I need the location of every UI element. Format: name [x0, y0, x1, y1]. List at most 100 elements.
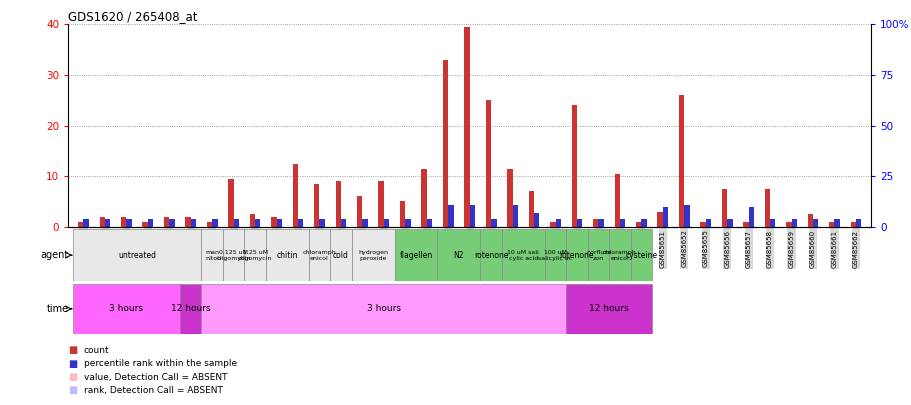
Bar	[635, 222, 640, 227]
Bar	[179, 284, 201, 334]
Text: chloramph
enicol: chloramph enicol	[602, 250, 636, 260]
Bar	[255, 219, 261, 227]
Text: 3 hours: 3 hours	[366, 304, 401, 313]
Text: 3 hours: 3 hours	[109, 304, 143, 313]
Bar	[742, 222, 748, 227]
Bar	[447, 205, 453, 227]
Bar	[127, 219, 131, 227]
Bar	[421, 168, 426, 227]
Bar	[480, 229, 501, 281]
Bar	[356, 196, 362, 227]
Bar	[330, 229, 352, 281]
Bar	[828, 222, 834, 227]
Bar	[99, 217, 105, 227]
Text: percentile rank within the sample: percentile rank within the sample	[84, 359, 237, 368]
Bar	[233, 219, 239, 227]
Bar	[335, 181, 341, 227]
Bar	[105, 219, 110, 227]
Bar	[577, 219, 582, 227]
Bar	[190, 219, 196, 227]
Text: untreated: untreated	[118, 251, 156, 260]
Bar	[640, 219, 646, 227]
Bar	[683, 205, 689, 227]
Bar	[185, 217, 190, 227]
Bar	[73, 284, 179, 334]
Text: norflura
zon: norflura zon	[586, 250, 610, 260]
Bar	[169, 219, 174, 227]
Bar	[528, 192, 534, 227]
Bar	[592, 219, 598, 227]
Bar	[201, 229, 222, 281]
Text: flagellen: flagellen	[399, 251, 432, 260]
Bar	[507, 168, 512, 227]
Bar	[630, 229, 651, 281]
Text: 10 uM sali
cylic acid: 10 uM sali cylic acid	[507, 250, 538, 260]
Bar	[378, 181, 384, 227]
Bar	[700, 222, 705, 227]
Bar	[609, 229, 630, 281]
Bar	[164, 217, 169, 227]
Text: chloramph
enicol: chloramph enicol	[302, 250, 336, 260]
Bar	[341, 219, 346, 227]
Bar	[292, 164, 298, 227]
Bar	[469, 205, 475, 227]
Bar	[812, 219, 817, 227]
Bar	[265, 229, 309, 281]
Bar	[83, 219, 88, 227]
Bar	[678, 95, 683, 227]
Bar	[807, 214, 812, 227]
Bar	[426, 219, 432, 227]
Bar	[657, 211, 662, 227]
Bar	[662, 207, 668, 227]
Bar	[228, 179, 233, 227]
Bar	[250, 214, 255, 227]
Bar	[549, 222, 555, 227]
Bar	[121, 217, 127, 227]
Bar	[78, 222, 83, 227]
Bar	[222, 229, 244, 281]
Bar	[855, 219, 860, 227]
Text: 12 hours: 12 hours	[589, 304, 629, 313]
Bar	[587, 229, 609, 281]
Text: ■: ■	[68, 345, 77, 355]
Bar	[491, 219, 496, 227]
Bar	[404, 219, 410, 227]
Text: rank, Detection Call = ABSENT: rank, Detection Call = ABSENT	[84, 386, 222, 395]
Bar	[764, 189, 769, 227]
Bar	[298, 219, 303, 227]
Bar	[201, 284, 566, 334]
Bar	[319, 219, 324, 227]
Text: 100 uM
salicylic ac: 100 uM salicylic ac	[537, 250, 572, 260]
Bar	[534, 213, 538, 227]
Bar	[400, 202, 404, 227]
Bar	[769, 219, 774, 227]
Text: GDS1620 / 265408_at: GDS1620 / 265408_at	[68, 10, 198, 23]
Text: 12 hours: 12 hours	[170, 304, 210, 313]
Bar	[212, 219, 218, 227]
Bar	[850, 222, 855, 227]
Bar	[705, 219, 711, 227]
Bar	[544, 229, 566, 281]
Bar	[566, 229, 587, 281]
Bar	[271, 217, 276, 227]
Bar	[276, 219, 281, 227]
Bar	[142, 222, 148, 227]
Bar	[566, 284, 651, 334]
Bar	[313, 184, 319, 227]
Bar	[394, 229, 437, 281]
Text: ■: ■	[68, 372, 77, 382]
Text: rotenone: rotenone	[559, 251, 594, 260]
Bar	[791, 219, 796, 227]
Bar	[207, 222, 212, 227]
Bar	[486, 100, 491, 227]
Bar	[352, 229, 394, 281]
Bar	[598, 219, 603, 227]
Bar	[148, 219, 153, 227]
Text: chitin: chitin	[276, 251, 298, 260]
Bar	[443, 60, 447, 227]
Bar	[501, 229, 544, 281]
Bar	[362, 219, 367, 227]
Text: cysteine: cysteine	[625, 251, 657, 260]
Text: 1.25 uM
oligomycin: 1.25 uM oligomycin	[238, 250, 272, 260]
Text: count: count	[84, 346, 109, 355]
